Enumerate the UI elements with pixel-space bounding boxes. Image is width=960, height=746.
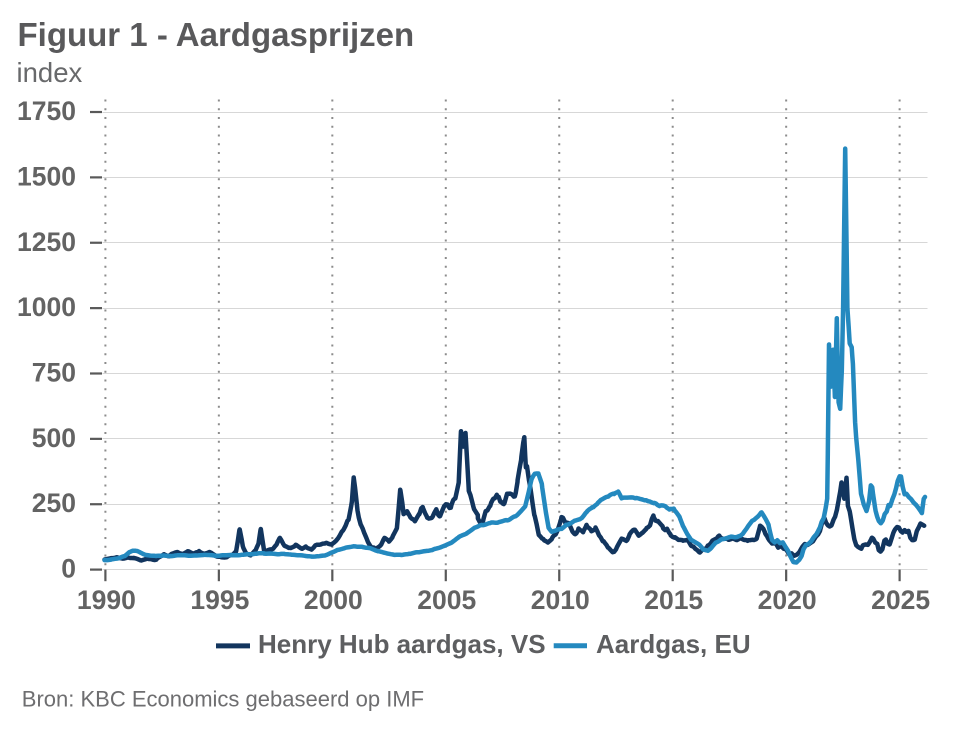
svg-text:1500: 1500: [17, 161, 76, 191]
svg-text:1990: 1990: [77, 585, 136, 615]
svg-text:250: 250: [32, 488, 76, 518]
svg-text:Bron: KBC Economics gebaseerd: Bron: KBC Economics gebaseerd op IMF: [22, 687, 424, 712]
svg-text:500: 500: [32, 423, 76, 453]
svg-text:index: index: [17, 57, 83, 88]
svg-text:2015: 2015: [644, 585, 703, 615]
svg-text:Figuur 1 - Aardgasprijzen: Figuur 1 - Aardgasprijzen: [18, 16, 415, 53]
svg-text:1750: 1750: [17, 96, 76, 126]
svg-text:2005: 2005: [417, 585, 476, 615]
svg-text:2025: 2025: [871, 585, 930, 615]
svg-text:Henry Hub aardgas, VS: Henry Hub aardgas, VS: [258, 629, 546, 659]
svg-text:2000: 2000: [304, 585, 363, 615]
svg-text:0: 0: [61, 554, 76, 584]
svg-text:Aardgas, EU: Aardgas, EU: [596, 629, 751, 659]
svg-text:1250: 1250: [17, 227, 76, 257]
svg-text:750: 750: [32, 357, 76, 387]
svg-text:2020: 2020: [758, 585, 817, 615]
svg-text:1000: 1000: [17, 292, 76, 322]
svg-text:2010: 2010: [531, 585, 590, 615]
svg-text:1995: 1995: [190, 585, 249, 615]
